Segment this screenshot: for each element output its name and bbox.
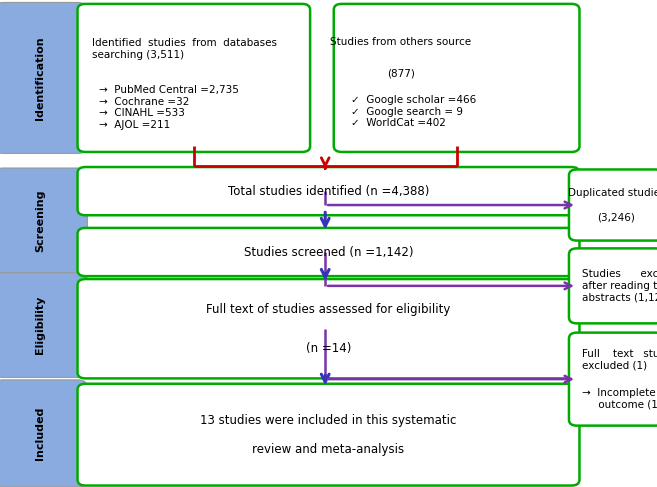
FancyBboxPatch shape (78, 4, 310, 152)
FancyBboxPatch shape (78, 167, 579, 215)
FancyBboxPatch shape (569, 248, 657, 323)
FancyBboxPatch shape (569, 169, 657, 241)
Text: →  PubMed Central =2,735
→  Cochrane =32
→  CINAHL =533
→  AJOL =211: → PubMed Central =2,735 → Cochrane =32 →… (99, 85, 238, 130)
FancyBboxPatch shape (78, 279, 579, 378)
FancyBboxPatch shape (78, 228, 579, 276)
Text: Full    text   studies
excluded (1): Full text studies excluded (1) (582, 349, 657, 371)
Text: →  Incomplete
     outcome (1): → Incomplete outcome (1) (582, 388, 657, 410)
FancyBboxPatch shape (569, 333, 657, 426)
Text: Full text of studies assessed for eligibility: Full text of studies assessed for eligib… (206, 303, 451, 316)
Text: ✓  Google scholar =466
✓  Google search = 9
✓  WorldCat =402: ✓ Google scholar =466 ✓ Google search = … (351, 95, 477, 128)
Text: Identification: Identification (35, 36, 45, 120)
Text: Studies from others source: Studies from others source (330, 37, 471, 47)
FancyBboxPatch shape (334, 4, 579, 152)
Text: (3,246): (3,246) (597, 212, 635, 222)
Text: Studies screened (n =1,142): Studies screened (n =1,142) (244, 245, 413, 259)
FancyBboxPatch shape (0, 2, 87, 153)
Text: Eligibility: Eligibility (35, 296, 45, 354)
Text: (877): (877) (387, 68, 415, 78)
Text: (n =14): (n =14) (306, 342, 351, 355)
Text: Included: Included (35, 407, 45, 460)
FancyBboxPatch shape (78, 384, 579, 486)
Text: 13 studies were included in this systematic: 13 studies were included in this systema… (200, 413, 457, 427)
FancyBboxPatch shape (0, 380, 87, 487)
Text: Total studies identified (n =4,388): Total studies identified (n =4,388) (228, 185, 429, 198)
Text: Identified  studies  from  databases
searching (3,511): Identified studies from databases search… (92, 38, 277, 59)
Text: Duplicated studies: Duplicated studies (568, 188, 657, 198)
FancyBboxPatch shape (0, 273, 87, 377)
FancyBboxPatch shape (0, 168, 87, 273)
Text: review and meta-analysis: review and meta-analysis (252, 443, 405, 456)
Text: Screening: Screening (35, 189, 45, 252)
Text: Studies      excluded
after reading title and
abstracts (1,128): Studies excluded after reading title and… (582, 269, 657, 302)
